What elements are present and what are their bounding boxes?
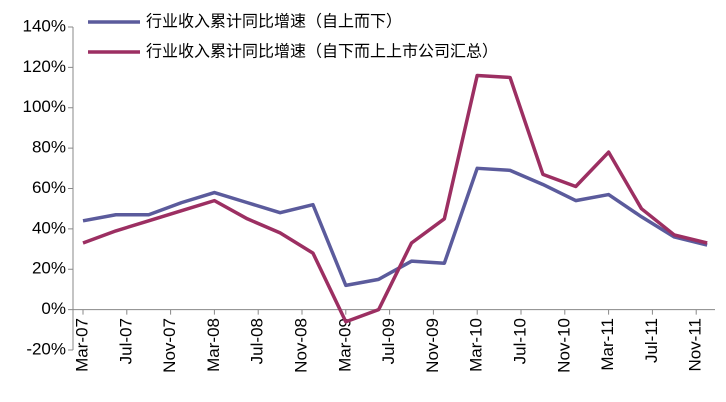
x-tick-label: Mar-09 bbox=[335, 318, 354, 372]
series-line bbox=[82, 73, 708, 324]
y-tick-label: 0% bbox=[41, 299, 66, 318]
x-tick-label: Mar-11 bbox=[598, 318, 617, 371]
y-tick-label: 20% bbox=[32, 259, 66, 278]
y-tick-label: 140% bbox=[23, 16, 66, 35]
x-tick-label: Nov-11 bbox=[686, 318, 705, 372]
y-tick-label: 100% bbox=[23, 97, 66, 116]
x-tick-label: Nov-09 bbox=[423, 318, 442, 373]
y-tick-label: 120% bbox=[23, 57, 66, 76]
legend-label: 行业收入累计同比增速（自上而下） bbox=[146, 12, 402, 31]
y-tick-label: 40% bbox=[32, 218, 66, 237]
y-tick-label: -20% bbox=[26, 339, 66, 358]
x-tick-label: Jul-07 bbox=[116, 318, 135, 364]
x-tick-label: Nov-08 bbox=[291, 318, 310, 373]
x-tick-label: Mar-10 bbox=[467, 318, 486, 372]
x-tick-label: Jul-08 bbox=[248, 318, 267, 364]
y-tick-label: 60% bbox=[32, 178, 66, 197]
x-tick-label: Mar-08 bbox=[204, 318, 223, 372]
x-tick-label: Jul-11 bbox=[642, 318, 661, 363]
legend-label: 行业收入累计同比增速（自下而上上市公司汇总） bbox=[146, 42, 498, 61]
x-tick-label: Nov-10 bbox=[554, 318, 573, 373]
y-tick-label: 80% bbox=[32, 138, 66, 157]
x-tick-label: Mar-07 bbox=[72, 318, 91, 372]
x-tick-label: Nov-07 bbox=[160, 318, 179, 373]
x-tick-label: Jul-09 bbox=[379, 318, 398, 364]
series-line bbox=[82, 166, 708, 288]
x-tick-label: Jul-10 bbox=[510, 318, 529, 364]
